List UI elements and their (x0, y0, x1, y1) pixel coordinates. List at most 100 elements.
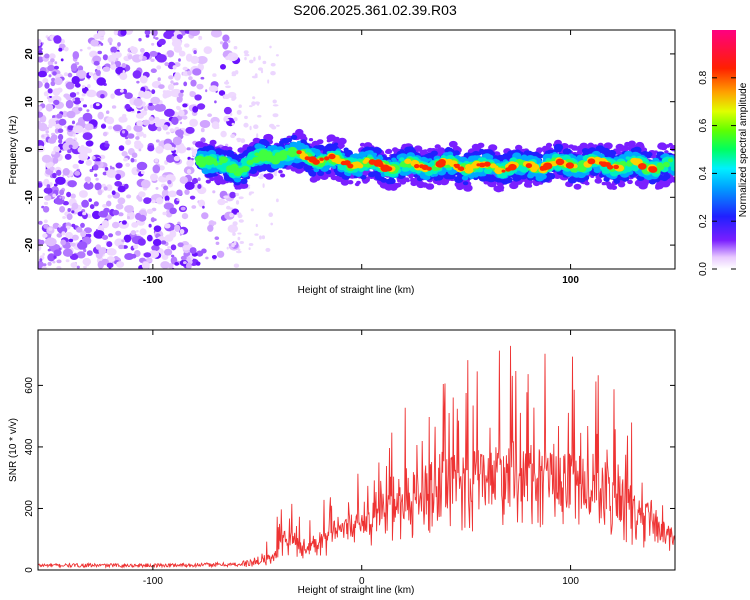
noise-blob (154, 158, 159, 163)
ridge-blob (499, 188, 504, 192)
noise-blob (180, 89, 184, 93)
noise-blob (59, 189, 65, 196)
noise-blob (262, 60, 267, 65)
noise-blob (44, 82, 50, 89)
noise-blob (138, 148, 142, 152)
x-tick-label: 100 (562, 275, 579, 286)
ridge-blob (462, 181, 469, 186)
snr-series-line (38, 345, 675, 569)
noise-blob (47, 64, 56, 72)
ridge-blob (260, 164, 269, 171)
ridge-blob (632, 148, 639, 153)
ridge-blob (254, 152, 260, 157)
noise-blob (255, 223, 258, 228)
noise-blob (123, 234, 132, 243)
noise-blob (58, 47, 63, 52)
noise-blob (268, 212, 274, 217)
noise-blob (205, 256, 209, 260)
noise-blob (224, 200, 228, 203)
noise-blob (150, 217, 155, 223)
ridge-blob (416, 181, 426, 189)
noise-blob (187, 70, 192, 76)
noise-blob (143, 252, 152, 258)
noise-blob (195, 261, 201, 266)
noise-blob (130, 230, 137, 236)
noise-blob (219, 41, 224, 45)
noise-blob (138, 55, 143, 60)
ridge-blob (525, 163, 533, 169)
ridge-blob (627, 179, 633, 185)
noise-blob (223, 195, 230, 199)
noise-blob (100, 124, 107, 129)
ridge-blob (595, 145, 605, 153)
noise-blob (244, 115, 248, 120)
noise-blob (70, 242, 76, 247)
noise-blob (249, 125, 252, 131)
ridge-blob (213, 160, 218, 164)
noise-blob (180, 206, 186, 211)
ridge-blob (628, 140, 636, 147)
ridge-blob (425, 183, 435, 190)
ridge-blob (267, 145, 274, 150)
noise-blob (233, 56, 239, 59)
noise-blob (111, 52, 115, 56)
chart-title: S206.2025.361.02.39.R03 (293, 2, 457, 18)
ridge-blob (662, 161, 670, 167)
noise-blob (155, 37, 159, 40)
x-tick-label: 0 (359, 576, 365, 587)
noise-blob (140, 170, 145, 175)
ridge-blob (253, 173, 258, 177)
noise-blob (162, 174, 167, 178)
noise-blob (229, 191, 236, 199)
noise-blob (56, 233, 63, 238)
noise-blob (59, 119, 65, 125)
noise-blob (147, 104, 156, 111)
noise-blob (62, 174, 65, 177)
noise-blob (152, 164, 161, 174)
noise-blob (126, 125, 132, 132)
noise-blob (131, 253, 137, 259)
noise-blob (196, 83, 204, 90)
noise-blob (196, 56, 208, 64)
ridge-blob (247, 151, 257, 159)
y-tick-label: 20 (24, 48, 35, 60)
ridge-blob (226, 165, 236, 174)
noise-blob (237, 248, 241, 251)
noise-blob (54, 61, 58, 65)
noise-blob (228, 52, 232, 57)
ridge-blob (385, 150, 390, 154)
noise-blob (117, 197, 126, 205)
ridge-blob (280, 173, 286, 178)
noise-blob (194, 94, 202, 101)
noise-blob (48, 227, 53, 231)
ridge-blob (603, 176, 610, 182)
ridge-blob (328, 153, 336, 160)
noise-blob (259, 235, 262, 240)
noise-blob (214, 236, 220, 240)
noise-blob (254, 101, 260, 105)
noise-blob (254, 73, 258, 78)
noise-blob (189, 118, 199, 127)
noise-blob (53, 249, 62, 257)
noise-blob (180, 255, 187, 261)
noise-blob (57, 128, 64, 133)
noise-blob (66, 213, 73, 220)
noise-blob (42, 233, 48, 238)
noise-blob (177, 242, 184, 248)
noise-blob (170, 244, 177, 251)
ridge-blob (486, 176, 496, 183)
spectrogram-ylabel: Frequency (Hz) (8, 116, 19, 185)
ridge-blob (576, 177, 583, 183)
ridge-blob (656, 165, 662, 170)
ridge-blob (296, 150, 302, 155)
ridge-blob (347, 163, 354, 169)
ridge-blob (240, 178, 248, 185)
noise-blob (226, 246, 229, 250)
noise-blob (165, 174, 176, 183)
noise-blob (151, 89, 156, 95)
noise-blob (258, 55, 261, 61)
noise-blob (142, 133, 147, 138)
noise-blob (165, 30, 175, 35)
noise-blob (276, 124, 280, 127)
noise-blob (136, 131, 144, 137)
